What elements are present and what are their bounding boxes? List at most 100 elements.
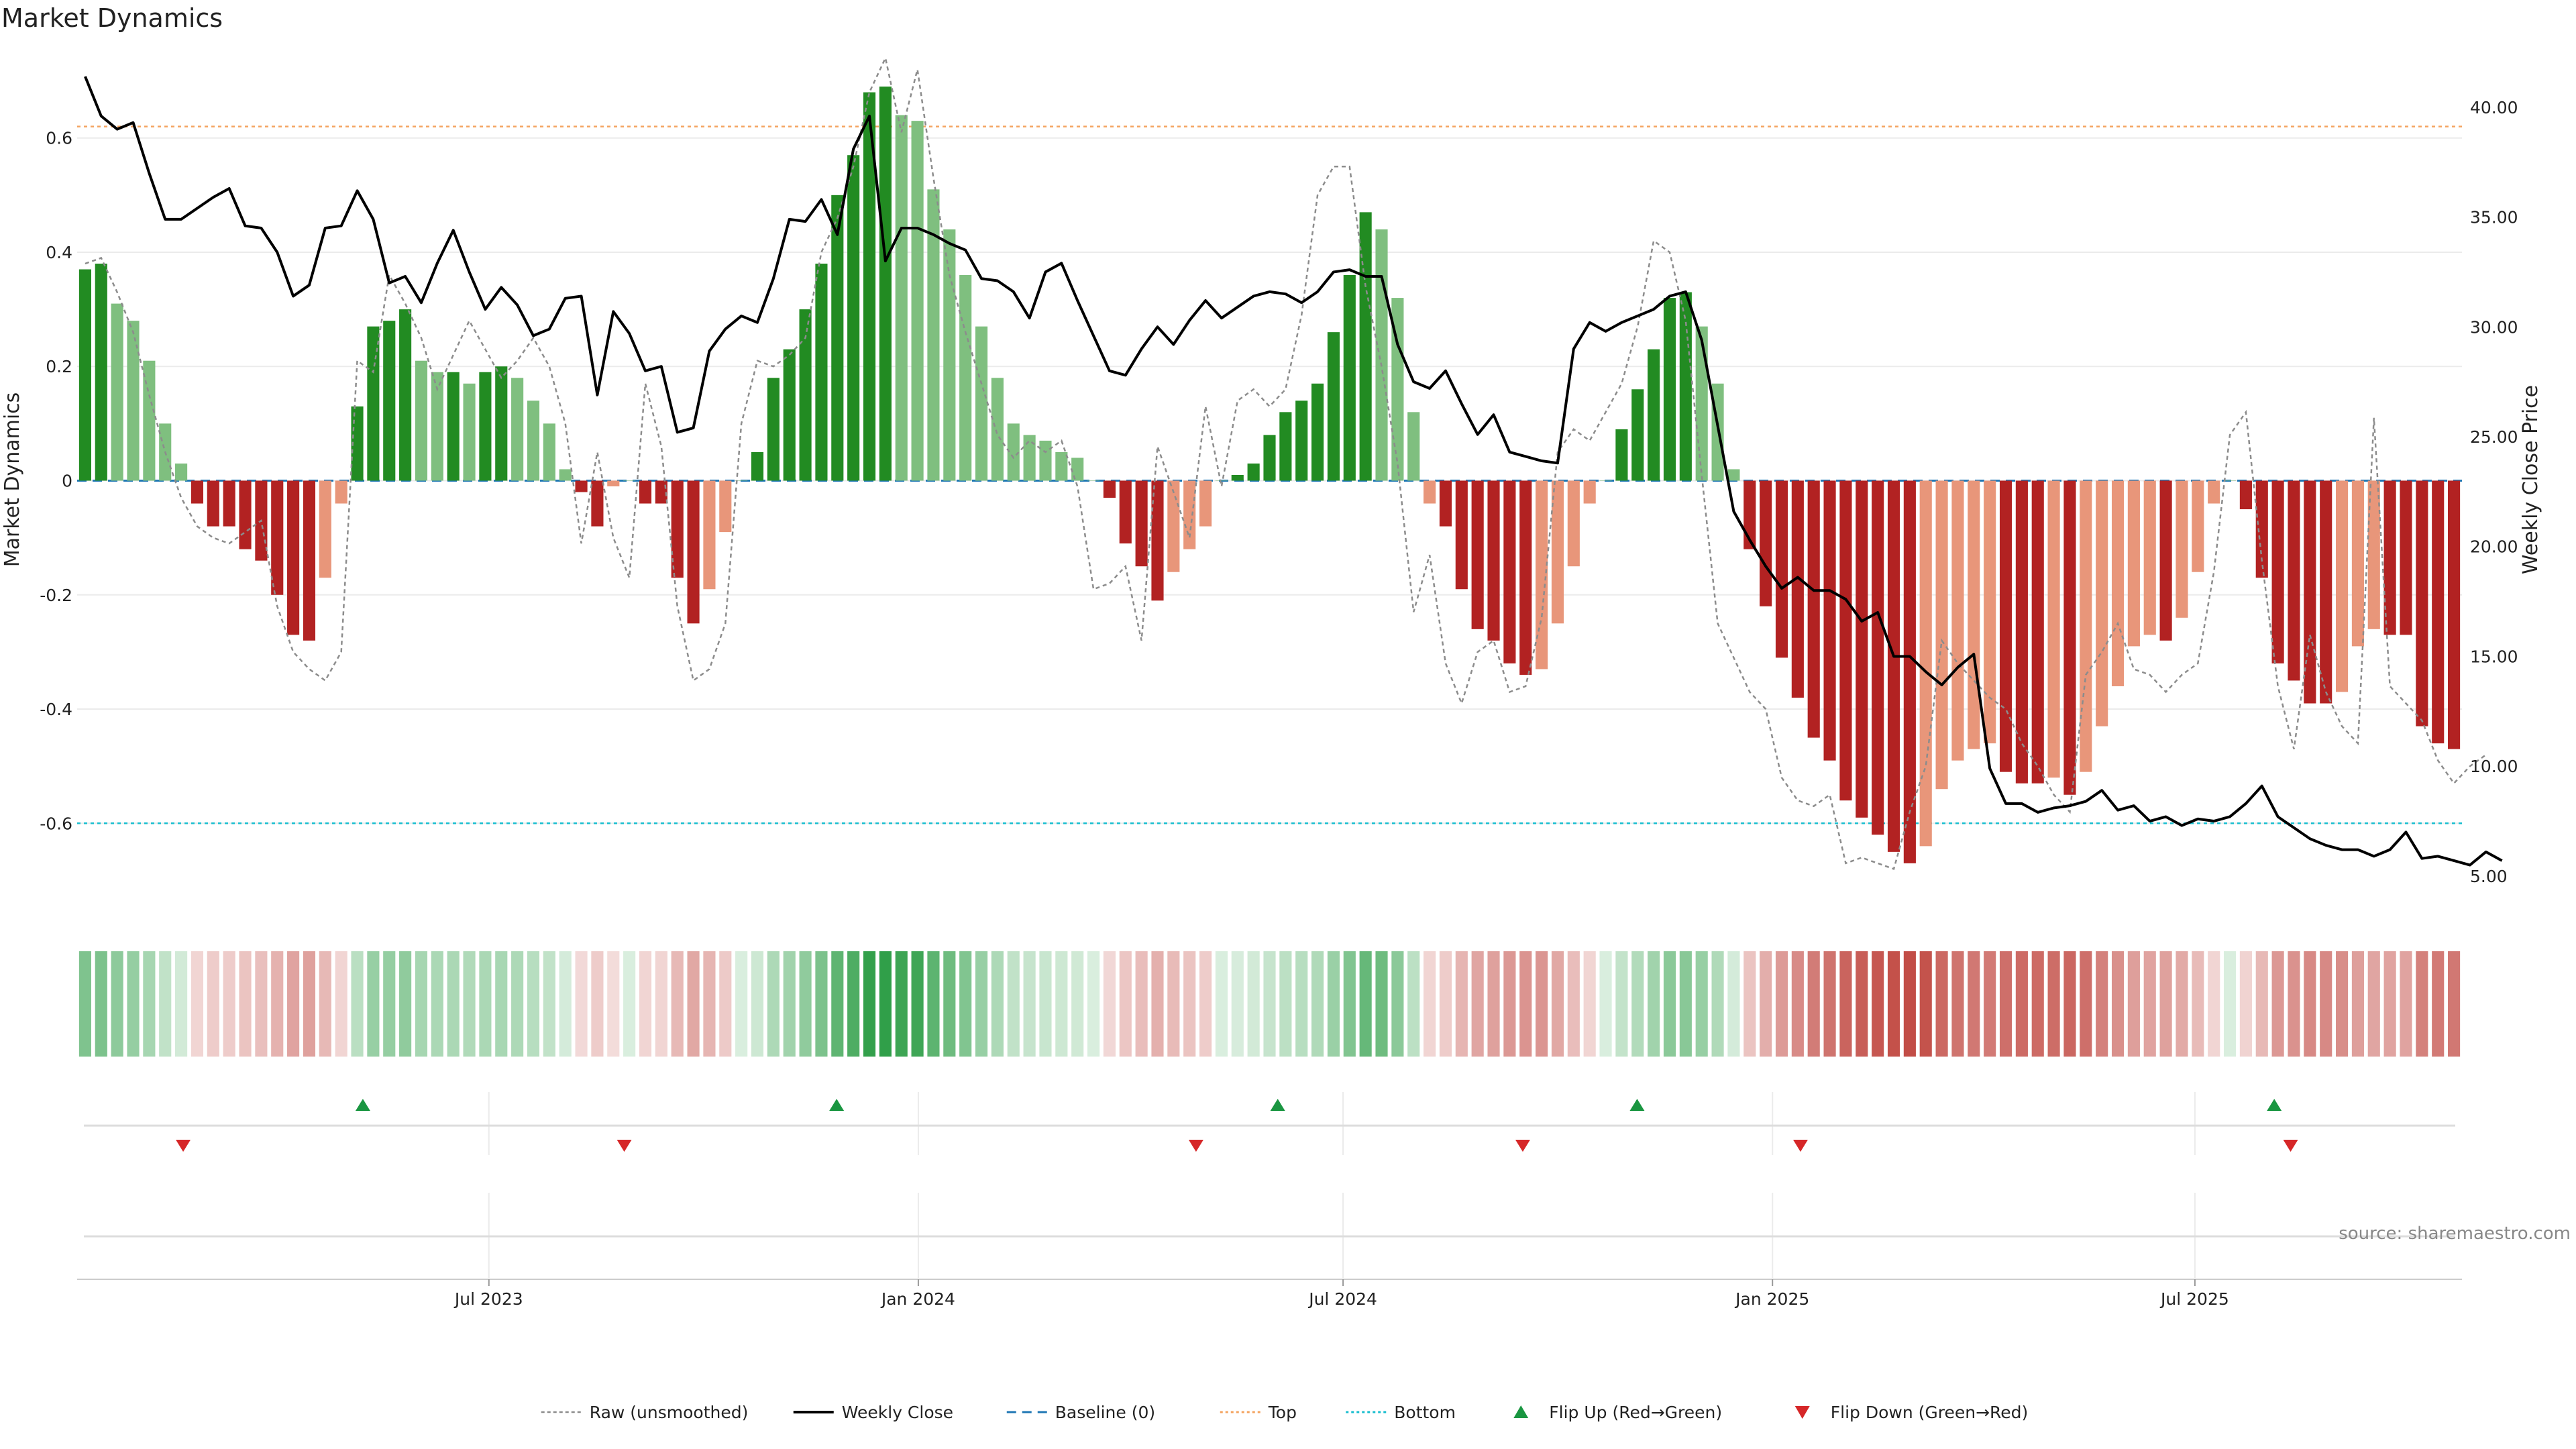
momentum-bar: [191, 480, 204, 504]
flip-down-marker: [176, 1140, 191, 1152]
heat-cell: [1856, 951, 1868, 1057]
momentum-bar: [479, 372, 492, 481]
chart-title: Market Dynamics: [1, 3, 223, 33]
momentum-bar: [1151, 480, 1164, 601]
raw-unsmoothed-line: [85, 55, 2487, 871]
heat-cell: [2351, 951, 2364, 1057]
momentum-bar: [1055, 451, 1068, 481]
heat-cell: [943, 951, 956, 1057]
heat-cell: [335, 951, 347, 1057]
momentum-bar: [1119, 480, 1132, 544]
momentum-bar: [1183, 480, 1196, 549]
heat-cell: [1968, 951, 1980, 1057]
momentum-bar: [1023, 435, 1036, 481]
momentum-bar: [1487, 480, 1500, 641]
heat-cell: [1407, 951, 1420, 1057]
left-tick-label: 0: [62, 472, 72, 491]
heat-cell: [2208, 951, 2220, 1057]
weekly-close-line: [84, 76, 2503, 867]
momentum-heat-strip: [78, 951, 2461, 1057]
momentum-bar: [1231, 474, 1244, 481]
momentum-bar: [1760, 480, 1772, 606]
heat-cell: [559, 951, 572, 1057]
momentum-bar: [927, 189, 940, 481]
momentum-bar: [767, 378, 780, 481]
momentum-bar: [2192, 480, 2204, 572]
momentum-bar: [351, 406, 364, 481]
heat-cell: [1295, 951, 1308, 1057]
heat-cell: [1519, 951, 1532, 1057]
heat-cell: [1935, 951, 1948, 1057]
heat-cell: [783, 951, 796, 1057]
momentum-bar: [1327, 332, 1340, 481]
momentum-bar: [1807, 480, 1820, 738]
momentum-bar: [1519, 480, 1532, 675]
heat-cell: [991, 951, 1004, 1057]
momentum-bar: [2111, 480, 2125, 686]
x-tick-label: Jan 2024: [880, 1289, 955, 1309]
legend-label: Flip Up (Red→Green): [1549, 1403, 1722, 1422]
heat-cell: [511, 951, 524, 1057]
momentum-bar: [1391, 298, 1404, 481]
heat-cell: [1727, 951, 1740, 1057]
legend-label: Raw (unsmoothed): [590, 1403, 749, 1422]
heat-cell: [495, 951, 508, 1057]
legend-item: Flip Down (Green→Red): [1794, 1403, 2028, 1422]
heat-cell: [367, 951, 380, 1057]
right-tick-label: 10.00: [2470, 757, 2518, 776]
heat-cell: [687, 951, 700, 1057]
heat-cell: [1087, 951, 1100, 1057]
momentum-bar: [991, 378, 1004, 481]
heat-cell: [2080, 951, 2092, 1057]
momentum-bar: [1359, 212, 1372, 481]
momentum-bar: [1583, 480, 1596, 504]
heat-cell: [1055, 951, 1068, 1057]
heat-cell: [703, 951, 716, 1057]
heat-cell: [223, 951, 235, 1057]
momentum-bar: [543, 423, 555, 481]
momentum-bar: [2063, 480, 2076, 795]
left-tick-label: -0.2: [40, 586, 72, 605]
momentum-bar: [559, 469, 572, 481]
momentum-bar: [1856, 480, 1868, 818]
raw-unsmoothed-series: [85, 55, 2487, 871]
momentum-bar: [2080, 480, 2092, 772]
heat-cell: [399, 951, 412, 1057]
heat-cell: [1455, 951, 1468, 1057]
weekly-close-series: [84, 76, 2503, 867]
heat-cell: [1487, 951, 1500, 1057]
source-note: source: sharemaestro.com: [2339, 1224, 2571, 1244]
momentum-bar: [415, 360, 428, 481]
momentum-bar: [2255, 480, 2268, 578]
momentum-bar: [1727, 469, 1740, 481]
heat-cell: [271, 951, 284, 1057]
momentum-bar: [287, 480, 300, 635]
heat-cell: [2047, 951, 2060, 1057]
heat-cell: [479, 951, 492, 1057]
momentum-bar: [735, 480, 748, 481]
heat-cell: [927, 951, 940, 1057]
flip-up-marker: [1270, 1099, 1285, 1111]
legend-label: Weekly Close: [842, 1403, 953, 1422]
heat-cell: [1679, 951, 1692, 1057]
legend-label: Bottom: [1394, 1403, 1456, 1422]
momentum-bar: [431, 372, 443, 481]
heat-cell: [255, 951, 268, 1057]
flip-markers-panel: [84, 1092, 2455, 1155]
legend-item: Baseline (0): [1006, 1403, 1155, 1422]
heat-cell: [2127, 951, 2140, 1057]
heat-cell: [2400, 951, 2412, 1057]
left-tick-label: -0.6: [40, 814, 72, 833]
legend-item: Bottom: [1346, 1403, 1456, 1422]
heat-cell: [1199, 951, 1212, 1057]
momentum-bar: [2351, 480, 2364, 647]
momentum-bar: [1471, 480, 1484, 629]
momentum-bar: [719, 480, 732, 533]
momentum-bar: [1167, 480, 1180, 572]
momentum-bar: [1551, 480, 1564, 624]
momentum-bar: [1887, 480, 1900, 852]
momentum-bar: [1343, 275, 1356, 481]
heat-cell: [1391, 951, 1404, 1057]
heat-cell: [895, 951, 908, 1057]
left-tick-label: 0.6: [46, 129, 72, 148]
